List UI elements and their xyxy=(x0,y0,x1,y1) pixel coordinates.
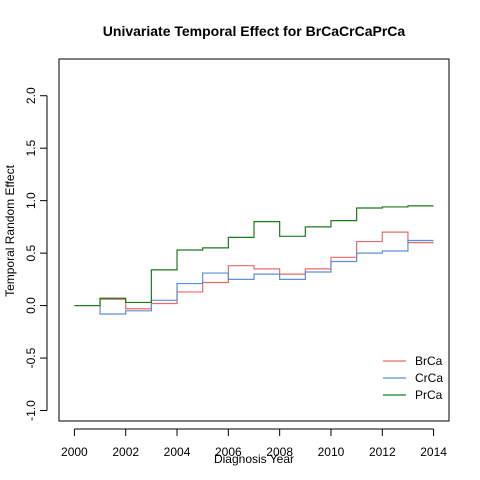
legend-label-crca: CrCa xyxy=(415,371,443,385)
x-axis: 2000 2002 2004 2006 2008 2010 2012 2014 xyxy=(61,428,447,459)
x-tick-label: 2004 xyxy=(164,445,191,459)
x-tick-label: 2012 xyxy=(369,445,396,459)
x-tick-label: 2010 xyxy=(318,445,345,459)
y-tick-label: 1.0 xyxy=(24,192,38,209)
x-tick-label: 2000 xyxy=(61,445,88,459)
legend-label-brca: BrCa xyxy=(415,354,443,368)
legend: BrCa CrCa PrCa xyxy=(383,354,443,402)
series-line-crca xyxy=(74,239,434,315)
x-axis-label: Diagnosis Year xyxy=(214,452,294,466)
x-tick-label: 2006 xyxy=(215,445,242,459)
chart-title: Univariate Temporal Effect for BrCaCrCaP… xyxy=(103,23,406,39)
y-tick-label: 0.0 xyxy=(24,297,38,314)
y-tick-label: 0.5 xyxy=(24,244,38,261)
x-tick-label: 2014 xyxy=(420,445,447,459)
y-axis: -1.0 -0.5 0.0 0.5 1.0 1.5 2.0 xyxy=(24,87,48,421)
x-tick-label: 2002 xyxy=(112,445,139,459)
y-tick-label: 2.0 xyxy=(24,87,38,104)
x-tick-label: 2008 xyxy=(266,445,293,459)
plot-frame xyxy=(58,58,450,422)
y-tick-label: -1.0 xyxy=(24,400,38,421)
y-axis-label: Temporal Random Effect xyxy=(3,164,17,297)
y-tick-label: 1.5 xyxy=(24,140,38,157)
series-line-prca xyxy=(74,205,434,307)
legend-label-prca: PrCa xyxy=(415,388,443,402)
series-line-brca xyxy=(74,231,434,310)
y-tick-label: -0.5 xyxy=(24,347,38,368)
series-layer xyxy=(74,205,434,315)
